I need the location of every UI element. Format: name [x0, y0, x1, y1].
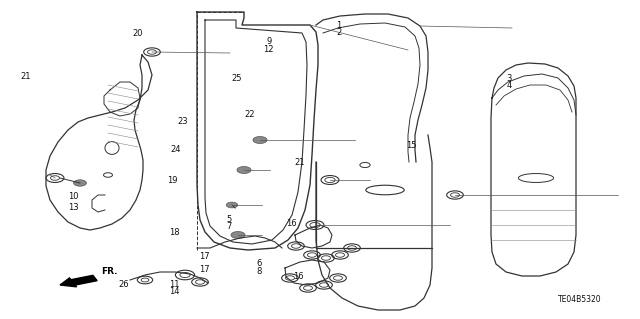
Text: 26: 26: [118, 280, 129, 289]
Text: 15: 15: [406, 141, 417, 150]
Text: 9: 9: [266, 37, 271, 46]
Text: 22: 22: [244, 110, 255, 119]
Text: 11: 11: [169, 280, 179, 289]
Text: 2: 2: [337, 28, 342, 37]
Text: 20: 20: [132, 29, 143, 38]
Text: 5: 5: [227, 215, 232, 224]
Text: 19: 19: [168, 176, 178, 185]
Text: 17: 17: [200, 265, 210, 274]
Text: 10: 10: [68, 192, 79, 201]
Text: 23: 23: [177, 117, 188, 126]
Text: 21: 21: [20, 72, 31, 81]
Text: 24: 24: [171, 145, 181, 154]
Text: 4: 4: [506, 81, 511, 90]
Text: 25: 25: [232, 74, 242, 83]
Text: 16: 16: [286, 219, 296, 228]
Circle shape: [227, 202, 238, 208]
Text: 6: 6: [257, 259, 262, 268]
Text: 21: 21: [294, 158, 305, 167]
FancyArrow shape: [60, 275, 97, 287]
Circle shape: [74, 180, 86, 186]
Text: 18: 18: [169, 228, 179, 237]
Text: 8: 8: [257, 267, 262, 276]
Circle shape: [231, 232, 245, 239]
Text: TE04B5320: TE04B5320: [558, 295, 602, 305]
Text: 14: 14: [169, 287, 179, 296]
Text: 12: 12: [264, 45, 274, 54]
Text: 16: 16: [294, 272, 304, 281]
Text: 17: 17: [200, 252, 210, 261]
Text: 1: 1: [337, 21, 342, 30]
Circle shape: [237, 167, 251, 174]
Text: 7: 7: [227, 222, 232, 231]
Text: 13: 13: [68, 203, 79, 212]
Circle shape: [253, 137, 267, 144]
Text: 3: 3: [506, 74, 511, 83]
Text: FR.: FR.: [101, 267, 118, 276]
